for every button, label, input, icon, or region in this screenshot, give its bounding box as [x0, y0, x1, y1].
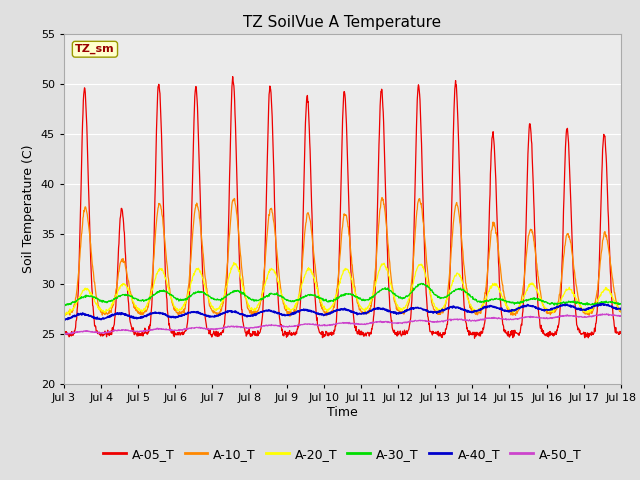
A-20_T [617, 308, 625, 313]
A-05_T [60, 330, 68, 336]
A-20_T [60, 312, 68, 318]
Line: A-20_T: A-20_T [64, 263, 621, 315]
A-05_T [184, 316, 191, 322]
A-50_T [61, 332, 69, 337]
A-50_T [246, 325, 254, 331]
Legend: A-05_T, A-10_T, A-20_T, A-30_T, A-40_T, A-50_T: A-05_T, A-10_T, A-20_T, A-30_T, A-40_T, … [98, 443, 587, 466]
A-10_T [246, 308, 254, 313]
A-10_T [429, 306, 437, 312]
A-05_T [429, 331, 437, 336]
A-10_T [552, 309, 559, 314]
X-axis label: Time: Time [327, 406, 358, 419]
A-50_T [617, 313, 625, 319]
A-05_T [170, 334, 178, 339]
Y-axis label: Soil Temperature (C): Soil Temperature (C) [22, 144, 35, 273]
A-30_T [61, 303, 69, 309]
A-40_T [551, 305, 559, 311]
A-30_T [171, 295, 179, 300]
A-40_T [246, 312, 254, 318]
A-20_T [552, 306, 559, 312]
A-05_T [552, 329, 559, 335]
A-20_T [247, 306, 255, 312]
A-50_T [60, 331, 68, 337]
A-30_T [184, 295, 192, 300]
A-30_T [429, 290, 437, 296]
A-40_T [61, 317, 69, 323]
A-40_T [429, 310, 437, 316]
A-50_T [502, 316, 509, 322]
A-20_T [171, 304, 179, 310]
A-10_T [60, 311, 68, 316]
A-05_T [229, 74, 237, 80]
A-50_T [603, 311, 611, 317]
A-10_T [617, 309, 625, 315]
A-50_T [184, 326, 192, 332]
Line: A-10_T: A-10_T [64, 198, 621, 316]
Line: A-50_T: A-50_T [64, 314, 621, 335]
A-30_T [552, 301, 559, 307]
A-20_T [230, 260, 237, 265]
A-50_T [429, 319, 437, 324]
A-50_T [551, 315, 559, 321]
A-10_T [286, 313, 294, 319]
A-30_T [617, 301, 625, 307]
A-05_T [246, 334, 254, 339]
A-05_T [502, 330, 510, 336]
A-40_T [502, 308, 509, 313]
A-10_T [378, 195, 386, 201]
A-30_T [246, 297, 254, 302]
A-10_T [170, 305, 178, 311]
A-20_T [184, 290, 192, 296]
A-20_T [502, 302, 510, 308]
A-40_T [60, 316, 68, 322]
A-10_T [184, 288, 191, 293]
A-05_T [470, 336, 478, 341]
A-30_T [60, 302, 68, 308]
A-10_T [502, 301, 510, 307]
A-40_T [597, 301, 605, 307]
A-40_T [184, 310, 192, 316]
A-40_T [617, 307, 625, 312]
A-05_T [617, 330, 625, 336]
A-50_T [171, 327, 179, 333]
Line: A-40_T: A-40_T [64, 304, 621, 320]
A-20_T [61, 312, 69, 318]
A-20_T [429, 301, 437, 307]
Line: A-05_T: A-05_T [64, 77, 621, 338]
A-30_T [502, 299, 510, 304]
A-40_T [171, 314, 179, 320]
Text: TZ_sm: TZ_sm [75, 44, 115, 54]
A-30_T [418, 280, 426, 286]
Line: A-30_T: A-30_T [64, 283, 621, 306]
Title: TZ SoilVue A Temperature: TZ SoilVue A Temperature [243, 15, 442, 30]
